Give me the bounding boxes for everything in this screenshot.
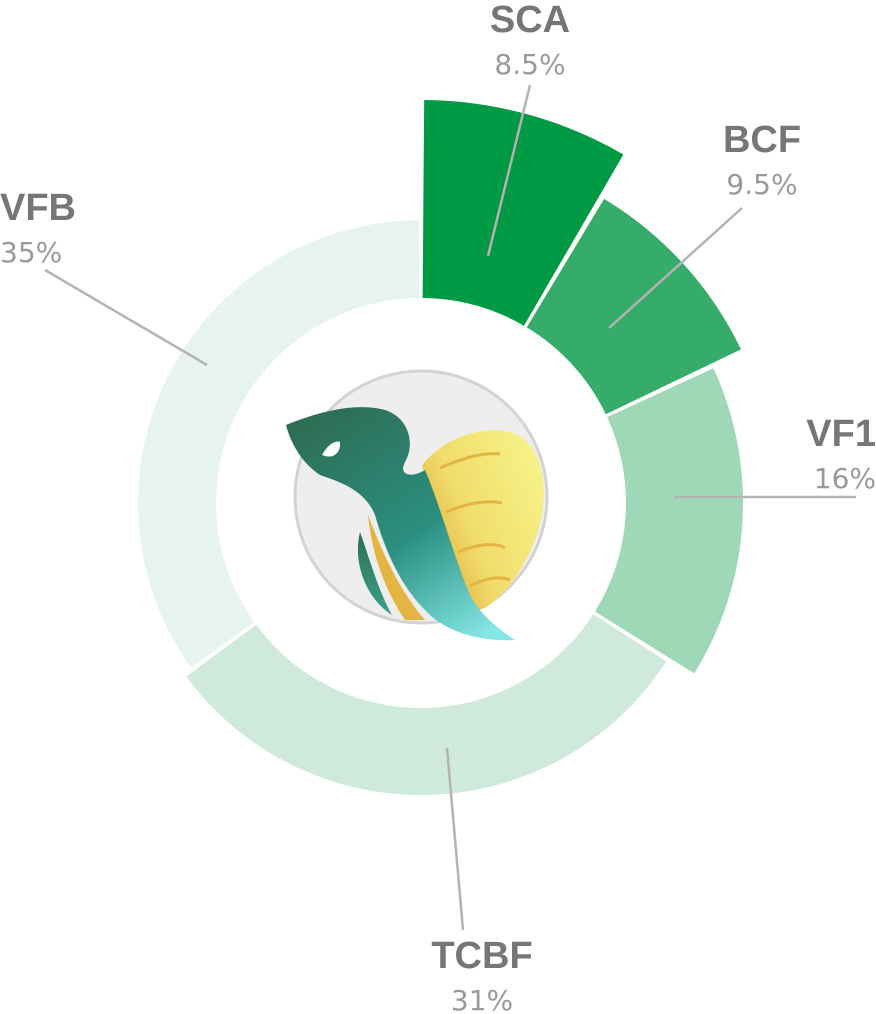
slice-value-vfb: 35% [0, 236, 62, 269]
slice-label-vf1: VF1 [806, 413, 876, 455]
slice-value-sca: 8.5% [494, 48, 565, 81]
leader-line-sca [486, 84, 532, 257]
leader-line-tcbf [445, 747, 465, 931]
leader-lines [44, 84, 856, 931]
slice-label-vfb: VFB [0, 187, 76, 229]
slice-value-tcbf: 31% [451, 984, 513, 1014]
slice-label-tcbf: TCBF [431, 935, 532, 977]
bird-logo-icon [286, 369, 549, 641]
leader-line-vfb [44, 268, 208, 367]
pie-slice-tcbf [186, 614, 667, 795]
slice-label-bcf: BCF [723, 119, 801, 161]
pie-slice-sca [422, 100, 624, 326]
pie-slice-vf1 [594, 368, 743, 674]
slice-label-sca: SCA [490, 0, 570, 41]
slice-value-bcf: 9.5% [726, 168, 797, 201]
slice-value-vf1: 16% [814, 462, 876, 495]
leader-line-bcf [608, 207, 743, 329]
pie-slice-vfb [138, 220, 420, 668]
pie-slices [138, 100, 743, 795]
